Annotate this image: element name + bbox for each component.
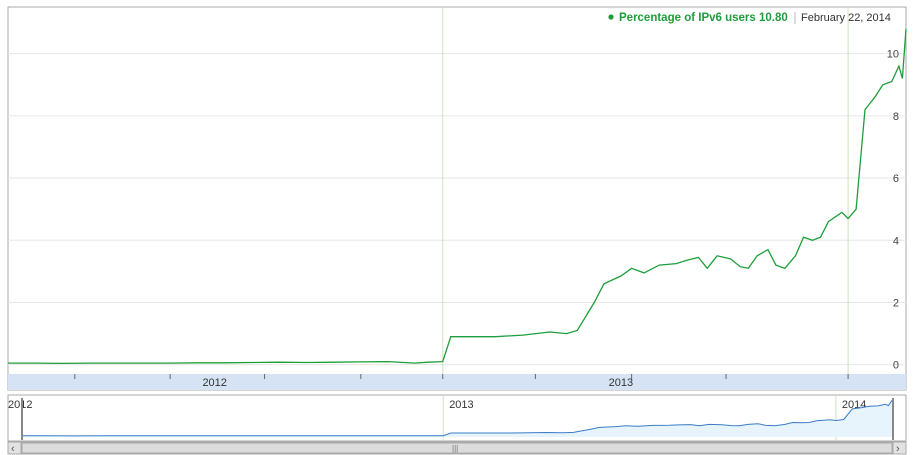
navigator-year-label: 2013 [449, 399, 473, 411]
navigator-selection-fill [22, 400, 892, 437]
x-axis-band [8, 374, 906, 390]
x-tick-label: 2012 [202, 377, 226, 389]
y-tick-label: 10 [887, 49, 899, 61]
range-navigator[interactable]: 2012 2013 2014 [7, 394, 907, 442]
navigator-line [22, 400, 893, 437]
navigator-left-handle[interactable] [21, 398, 23, 440]
legend-date-label: February 22, 2014 [801, 12, 891, 24]
navigator-right-handle[interactable] [892, 398, 894, 440]
scrollbar[interactable]: ‹ ||| › [7, 441, 907, 455]
plot-area[interactable] [7, 6, 907, 391]
scroll-thumb-grip-icon: ||| [452, 444, 458, 453]
y-tick-label: 0 [893, 360, 899, 372]
y-tick-label: 6 [893, 173, 899, 185]
x-axis-ticks: 2012 2013 [74, 374, 849, 389]
x-tick-label: 2013 [609, 377, 633, 389]
navigator-year-label: 2012 [8, 399, 32, 411]
scroll-thumb[interactable] [21, 442, 893, 454]
scroll-left-arrow-icon: ‹ [11, 443, 15, 455]
y-tick-label: 8 [893, 111, 899, 123]
y-tick-label: 4 [893, 235, 899, 247]
gridlines [8, 53, 906, 366]
legend-marker [608, 14, 614, 20]
year-divider-lines [442, 7, 849, 374]
scroll-right-button[interactable] [892, 441, 907, 455]
scroll-left-button[interactable] [7, 441, 22, 455]
ipv6-percentage-line[interactable] [8, 28, 907, 365]
y-axis-ticks: 0 2 4 6 8 10 [887, 49, 899, 372]
y-tick-label: 2 [893, 297, 899, 309]
legend-series-label: Percentage of IPv6 users 10.80 [619, 12, 788, 24]
legend: Percentage of IPv6 users 10.80 February … [608, 12, 891, 24]
scroll-right-arrow-icon: › [896, 443, 900, 455]
